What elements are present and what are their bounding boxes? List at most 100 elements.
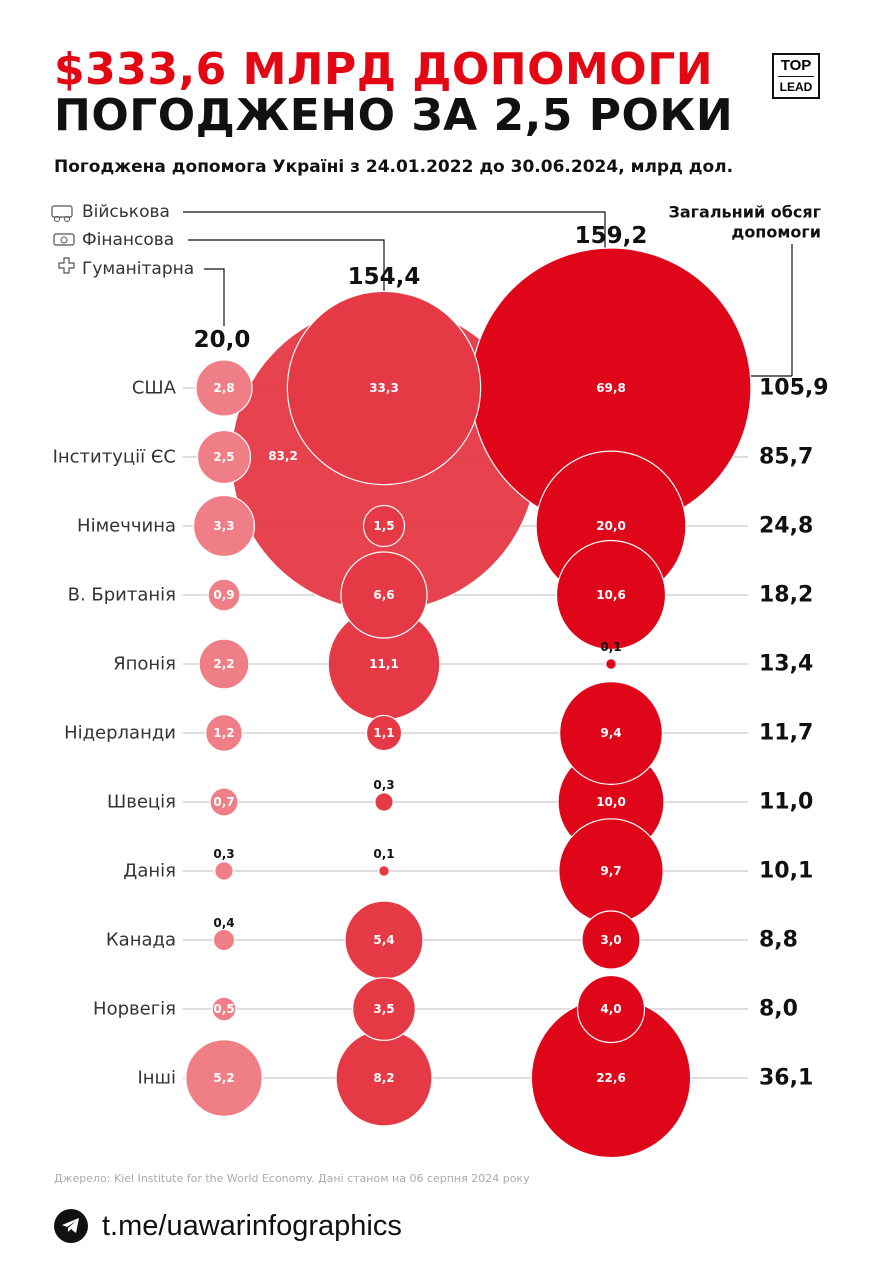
bubble-financial <box>374 792 394 812</box>
country-label: Інституції ЄС <box>53 447 176 468</box>
bubble-value-label: 6,6 <box>373 588 394 602</box>
bubble-humanitarian <box>205 714 243 752</box>
bubble-military <box>559 681 663 785</box>
legend-military: Військова <box>82 202 170 222</box>
column-total-label: 154,4 <box>348 264 421 290</box>
legend-financial: Фінансова <box>82 230 174 250</box>
bubble-financial <box>362 504 406 548</box>
bubble-value-label: 9,4 <box>600 726 621 740</box>
country-label: Німеччина <box>77 516 176 537</box>
military-wheel-icon <box>54 216 60 222</box>
country-label: Данія <box>123 861 176 882</box>
title-line-2: ПОГОДЖЕНО ЗА 2,5 РОКИ <box>54 90 734 141</box>
bubble-chart: 2,8 2,5 3,3 0,9 2,2 1,2 0,7 0,3 0,4 0,5 5,2 33,3 83,… <box>51 202 829 1159</box>
bubble-value-label: 3,5 <box>373 1002 394 1016</box>
row-total-label: 8,0 <box>759 997 798 1022</box>
military-vehicle-icon <box>51 205 73 218</box>
bubble-value-label: 0,1 <box>373 847 394 861</box>
row-total-label: 8,8 <box>759 928 798 953</box>
humanitarian-cross-icon <box>58 257 75 274</box>
country-label: Японія <box>113 654 176 675</box>
bubble-value-label: 83,2 <box>268 449 298 463</box>
bubble-military <box>555 539 667 651</box>
total-label-line-2: допомоги <box>731 223 821 242</box>
bubble-value-label: 0,3 <box>213 847 234 861</box>
top-lead-logo: TOP LEAD <box>772 53 820 99</box>
footer: t.me/uawarinfographics <box>54 1206 402 1246</box>
bubble-financial <box>286 290 482 486</box>
bubble-value-label: 10,6 <box>596 588 626 602</box>
bubble-value-label: 8,2 <box>373 1071 394 1085</box>
row-total-label: 36,1 <box>759 1066 813 1091</box>
money-bill-icon <box>53 233 75 246</box>
logo-top-text: TOP <box>780 57 812 74</box>
country-label: Швеція <box>107 792 176 813</box>
bubble-value-label: 33,3 <box>369 381 399 395</box>
bubble-value-label: 11,1 <box>369 657 399 671</box>
bubbles <box>185 247 752 1159</box>
bubble-value-label: 0,9 <box>213 588 234 602</box>
row-total-label: 18,2 <box>759 583 813 608</box>
bubble-value-label: 69,8 <box>596 381 626 395</box>
bubble-value-label: 0,3 <box>373 778 394 792</box>
bubble-humanitarian <box>209 787 239 817</box>
humanitarian-connector <box>204 268 225 326</box>
bubble-value-label: 22,6 <box>596 1071 626 1085</box>
row-total-label: 10,1 <box>759 859 813 884</box>
bubble-humanitarian <box>212 928 236 952</box>
bubble-humanitarian <box>198 638 250 690</box>
row-total-label: 24,8 <box>759 514 813 539</box>
bubble-humanitarian <box>195 359 253 417</box>
bubble-financial <box>365 714 403 752</box>
bubble-military <box>576 974 646 1044</box>
bubble-value-label: 20,0 <box>596 519 626 533</box>
bubble-value-label: 0,1 <box>600 640 621 654</box>
column-total-label: 159,2 <box>575 223 648 249</box>
bubble-value-label: 0,7 <box>213 795 234 809</box>
bubble-humanitarian <box>192 494 256 558</box>
country-label: Канада <box>106 930 176 951</box>
country-label: США <box>132 378 177 399</box>
bubble-humanitarian <box>214 861 234 881</box>
bubble-military <box>581 910 641 970</box>
bubble-value-label: 1,1 <box>373 726 394 740</box>
row-total-label: 85,7 <box>759 445 813 470</box>
row-total-label: 105,9 <box>759 376 829 401</box>
row-total-label: 11,7 <box>759 721 813 746</box>
bubble-value-label: 2,2 <box>213 657 234 671</box>
bubble-value-label: 10,0 <box>596 795 626 809</box>
bubble-humanitarian <box>185 1039 263 1117</box>
military-connector <box>183 211 606 258</box>
labels: 2,8 2,5 3,3 0,9 2,2 1,2 0,7 0,3 0,4 0,5 5,2 33,3 83,… <box>51 202 829 1091</box>
country-label: В. Британія <box>68 585 176 606</box>
logo-bottom-text: LEAD <box>779 80 813 94</box>
column-total-label: 20,0 <box>194 327 251 353</box>
bubble-financial <box>378 865 390 877</box>
source-note: Джерело: Kiel Institute for the World Ec… <box>54 1172 530 1185</box>
bubble-humanitarian <box>196 429 252 485</box>
bubble-financial <box>340 551 428 639</box>
bubble-value-label: 3,0 <box>600 933 621 947</box>
row-total-label: 13,4 <box>759 652 813 677</box>
telegram-icon <box>54 1209 88 1243</box>
bubble-value-label: 3,3 <box>213 519 234 533</box>
total-label-line-1: Загальний обсяг <box>669 203 821 222</box>
country-label: Нідерланди <box>64 723 176 744</box>
row-total-label: 11,0 <box>759 790 813 815</box>
bubble-value-label: 2,5 <box>213 450 234 464</box>
bubble-value-label: 9,7 <box>600 864 621 878</box>
bubble-financial <box>352 977 416 1041</box>
bubble-value-label: 1,2 <box>213 726 234 740</box>
bubble-humanitarian <box>211 996 237 1022</box>
bubble-value-label: 1,5 <box>373 519 394 533</box>
bubble-military <box>605 658 617 670</box>
military-wheel-icon <box>64 216 70 222</box>
country-label: Інші <box>137 1068 176 1089</box>
logo-divider <box>778 76 814 77</box>
bubble-value-label: 5,4 <box>373 933 394 947</box>
bubble-value-label: 5,2 <box>213 1071 234 1085</box>
country-label: Норвегія <box>93 999 176 1020</box>
bubble-humanitarian <box>207 578 241 612</box>
telegram-link[interactable]: t.me/uawarinfographics <box>102 1209 402 1242</box>
bubble-value-label: 0,5 <box>213 1002 234 1016</box>
